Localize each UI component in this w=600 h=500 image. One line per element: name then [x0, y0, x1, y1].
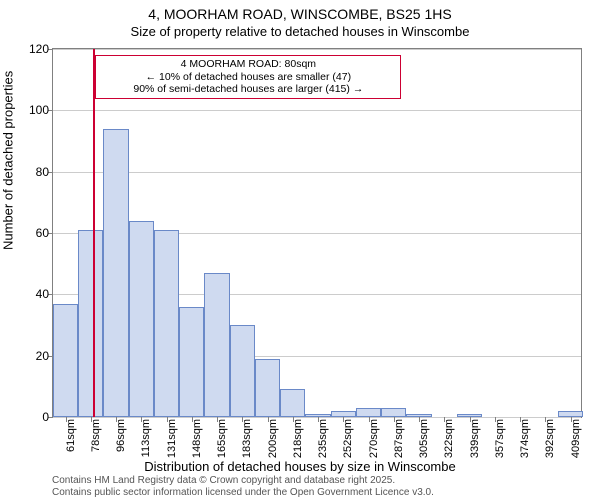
x-tick-label: 96sqm [115, 419, 127, 452]
x-tick-label: 131sqm [166, 419, 178, 458]
y-tick-label: 40 [21, 287, 49, 301]
y-tick-label: 120 [21, 42, 49, 56]
histogram-bar [78, 230, 103, 417]
y-tick-label: 0 [21, 410, 49, 424]
y-tick-label: 80 [21, 165, 49, 179]
x-tick-label: 235sqm [317, 419, 329, 458]
histogram-bar [179, 307, 204, 417]
gridline [53, 417, 581, 418]
attribution-text: Contains HM Land Registry data © Crown c… [52, 475, 434, 498]
y-axis-label: Number of detached properties [1, 71, 16, 250]
histogram-bar [154, 230, 179, 417]
histogram-bar [356, 408, 381, 417]
x-tick-label: 218sqm [292, 419, 304, 458]
x-tick-label: 200sqm [267, 419, 279, 458]
attribution-line-1: Contains HM Land Registry data © Crown c… [52, 475, 434, 487]
histogram-bar [53, 304, 78, 417]
x-tick-label: 374sqm [519, 419, 531, 458]
attribution-line-2: Contains public sector information licen… [52, 487, 434, 499]
x-tick-label: 78sqm [90, 419, 102, 452]
x-tick-label: 287sqm [393, 419, 405, 458]
x-tick-label: 252sqm [342, 419, 354, 458]
x-tick-label: 183sqm [241, 419, 253, 458]
annotation-line-2: ← 10% of detached houses are smaller (47… [100, 71, 396, 84]
marker-line [93, 49, 95, 417]
y-tick-label: 20 [21, 349, 49, 363]
histogram-bar [255, 359, 280, 417]
x-axis-label: Distribution of detached houses by size … [0, 459, 600, 474]
x-tick-label: 339sqm [469, 419, 481, 458]
histogram-bar [103, 129, 128, 417]
annotation-box: 4 MOORHAM ROAD: 80sqm ← 10% of detached … [95, 55, 401, 99]
y-tick-label: 60 [21, 226, 49, 240]
x-tick-label: 322sqm [443, 419, 455, 458]
annotation-line-1: 4 MOORHAM ROAD: 80sqm [100, 58, 396, 71]
chart-title-main: 4, MOORHAM ROAD, WINSCOMBE, BS25 1HS [0, 6, 600, 22]
x-tick-label: 148sqm [191, 419, 203, 458]
x-tick-label: 392sqm [544, 419, 556, 458]
y-tick-label: 100 [21, 103, 49, 117]
chart-title-sub: Size of property relative to detached ho… [0, 24, 600, 39]
x-tick-label: 409sqm [570, 419, 582, 458]
gridline [53, 110, 581, 111]
x-tick-label: 61sqm [65, 419, 77, 452]
x-tick-label: 305sqm [418, 419, 430, 458]
histogram-bar [129, 221, 154, 417]
annotation-line-3: 90% of semi-detached houses are larger (… [100, 83, 396, 96]
x-tick-label: 113sqm [140, 419, 152, 457]
plot-area: 02040608010012061sqm78sqm96sqm113sqm131s… [52, 48, 582, 418]
histogram-bar [381, 408, 406, 417]
x-tick-label: 270sqm [368, 419, 380, 458]
x-tick-label: 357sqm [494, 419, 506, 458]
histogram-bar [230, 325, 255, 417]
gridline [53, 172, 581, 173]
gridline [53, 49, 581, 50]
x-tick-label: 165sqm [216, 419, 228, 458]
histogram-bar [280, 389, 305, 417]
chart-container: 4, MOORHAM ROAD, WINSCOMBE, BS25 1HS Siz… [0, 0, 600, 500]
histogram-bar [204, 273, 229, 417]
